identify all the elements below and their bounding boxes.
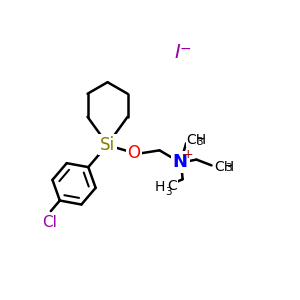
Text: O: O bbox=[128, 144, 141, 162]
Text: Cl: Cl bbox=[42, 215, 57, 230]
Text: Si: Si bbox=[100, 136, 115, 154]
Text: 3: 3 bbox=[225, 164, 231, 173]
Text: 3: 3 bbox=[196, 137, 202, 147]
Text: CH: CH bbox=[186, 133, 206, 147]
Text: C: C bbox=[168, 179, 177, 193]
Text: 3: 3 bbox=[165, 187, 172, 197]
Text: H: H bbox=[155, 180, 165, 194]
Text: −: − bbox=[179, 42, 191, 56]
Text: +: + bbox=[182, 148, 193, 161]
Text: CH: CH bbox=[214, 160, 235, 173]
Text: I: I bbox=[174, 43, 180, 62]
Text: N: N bbox=[173, 153, 188, 171]
